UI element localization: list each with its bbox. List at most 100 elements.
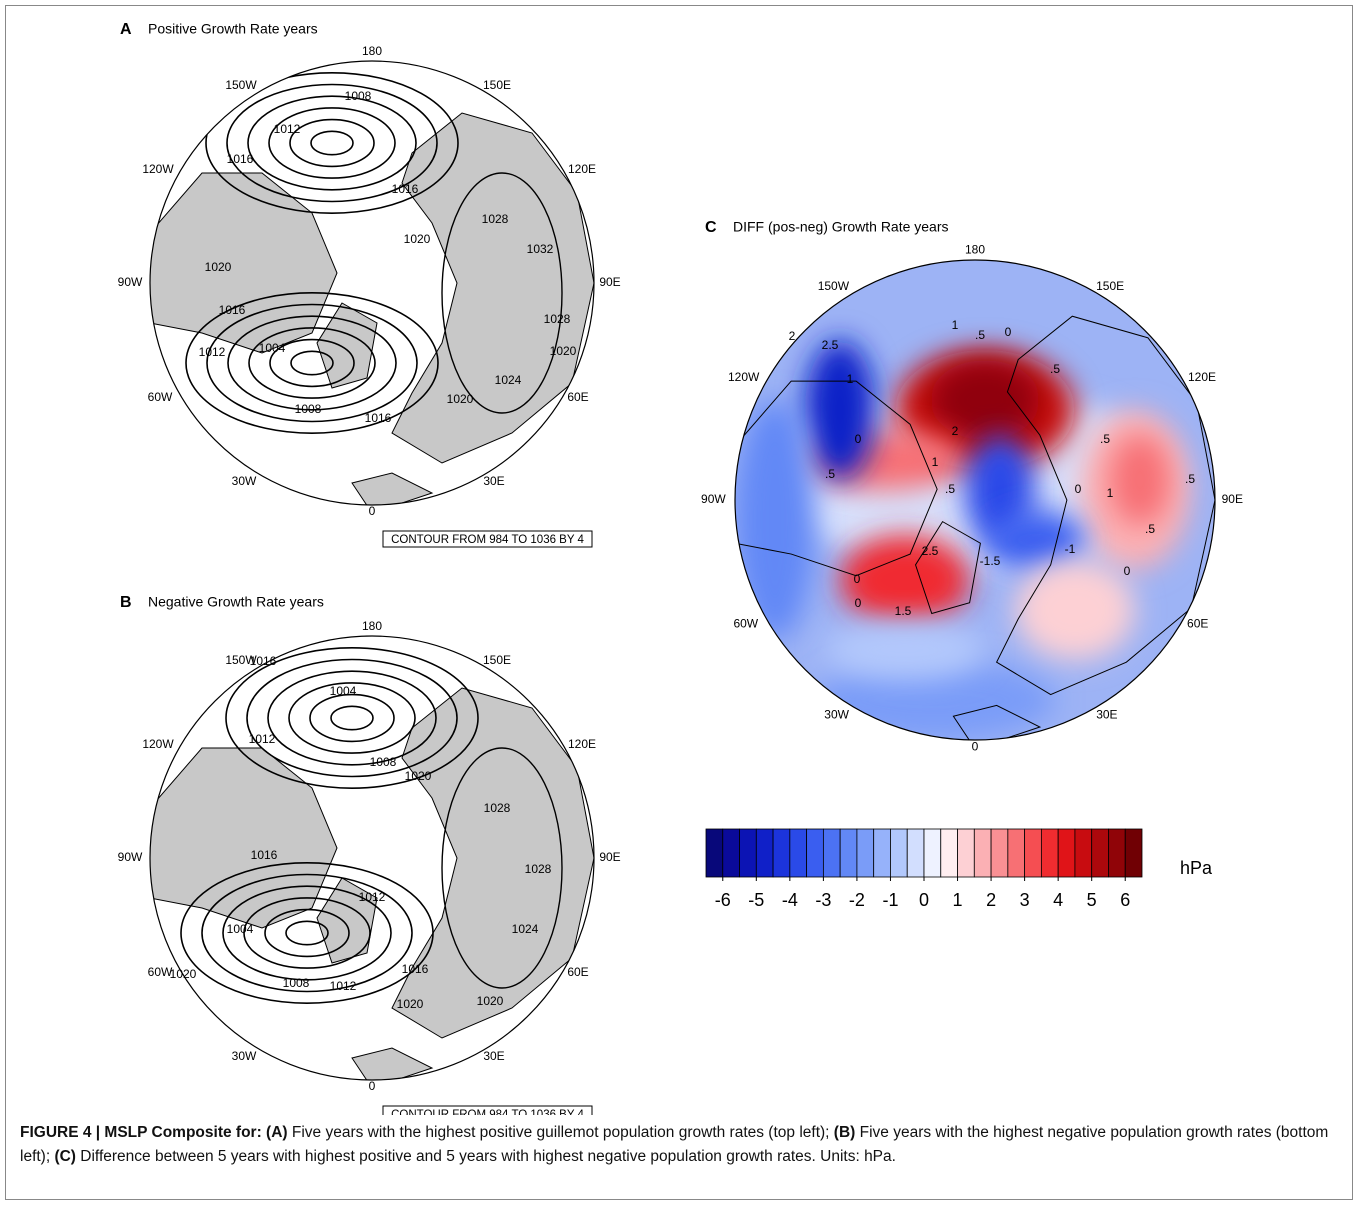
colorbar-swatch bbox=[840, 829, 857, 877]
panel-letter: C bbox=[705, 219, 717, 236]
colorbar-unit: hPa bbox=[1180, 858, 1213, 878]
field-blob bbox=[1015, 560, 1135, 660]
contour-label: .5 bbox=[1050, 362, 1060, 376]
colorbar-swatch bbox=[1041, 829, 1058, 877]
field-blob bbox=[735, 400, 815, 640]
longitude-label: 120W bbox=[728, 370, 760, 384]
contour-label: 1024 bbox=[512, 922, 539, 936]
contour-label: .5 bbox=[825, 467, 835, 481]
contour-label: 1016 bbox=[402, 962, 429, 976]
longitude-label: 0 bbox=[369, 1079, 376, 1093]
contour-label: 1016 bbox=[219, 303, 246, 317]
colorbar-swatch bbox=[1075, 829, 1092, 877]
longitude-label: 30E bbox=[483, 1049, 504, 1063]
caption-part: (A) bbox=[262, 1124, 288, 1141]
contour-label: 2 bbox=[952, 424, 959, 438]
contour-label: 1032 bbox=[527, 242, 554, 256]
contour-label: 0 bbox=[1005, 325, 1012, 339]
colorbar-tick-label: -2 bbox=[849, 890, 865, 910]
longitude-label: 150W bbox=[225, 78, 257, 92]
longitude-label: 0 bbox=[972, 740, 979, 754]
contour-label: 1028 bbox=[525, 862, 552, 876]
caption-part: (C) bbox=[54, 1148, 76, 1165]
contour-label: 1016 bbox=[392, 182, 419, 196]
caption-part: FIGURE 4 | MSLP Composite for: bbox=[20, 1124, 262, 1141]
colorbar-tick-label: 4 bbox=[1053, 890, 1063, 910]
contour-label: -1.5 bbox=[980, 554, 1001, 568]
contour-label: 1012 bbox=[359, 890, 386, 904]
contour-label: 2 bbox=[789, 329, 796, 343]
colorbar-swatch bbox=[1108, 829, 1125, 877]
contour-label: 1008 bbox=[295, 402, 322, 416]
contour-label: 0 bbox=[1075, 482, 1082, 496]
longitude-label: 90W bbox=[118, 275, 143, 289]
longitude-label: 30E bbox=[1096, 707, 1117, 721]
contour-label: 1012 bbox=[249, 732, 276, 746]
contour-label: 1020 bbox=[205, 260, 232, 274]
colorbar-swatch bbox=[1058, 829, 1075, 877]
contour-label: 1016 bbox=[227, 152, 254, 166]
colorbar-swatch bbox=[1092, 829, 1109, 877]
colorbar-swatch bbox=[857, 829, 874, 877]
longitude-label: 90E bbox=[599, 850, 620, 864]
longitude-label: 90E bbox=[1222, 492, 1243, 506]
contour-label: -1 bbox=[1065, 542, 1076, 556]
contour-label: 1008 bbox=[283, 976, 310, 990]
colorbar-swatch bbox=[924, 829, 941, 877]
longitude-label: 150E bbox=[1096, 279, 1124, 293]
contour-label: .5 bbox=[1145, 522, 1155, 536]
panel-title: DIFF (pos-neg) Growth Rate years bbox=[733, 219, 949, 235]
colorbar-tick-label: -3 bbox=[815, 890, 831, 910]
longitude-label: 120E bbox=[568, 162, 596, 176]
colorbar-swatch bbox=[773, 829, 790, 877]
contour-label: 2.5 bbox=[922, 544, 939, 558]
colorbar-tick-label: 1 bbox=[953, 890, 963, 910]
contour-label: 1008 bbox=[370, 755, 397, 769]
longitude-label: 150E bbox=[483, 78, 511, 92]
contour-label: 1020 bbox=[170, 967, 197, 981]
contour-label: .5 bbox=[945, 482, 955, 496]
panel-title: Positive Growth Rate years bbox=[148, 21, 318, 37]
contour-label: 1028 bbox=[484, 801, 511, 815]
longitude-label: 60W bbox=[733, 616, 758, 630]
contour-label: 1016 bbox=[251, 848, 278, 862]
longitude-label: 90W bbox=[118, 850, 143, 864]
contour-label: .5 bbox=[975, 328, 985, 342]
longitude-label: 30E bbox=[483, 474, 504, 488]
panel-letter: A bbox=[120, 21, 132, 38]
colorbar-swatch bbox=[807, 829, 824, 877]
longitude-label: 120E bbox=[568, 737, 596, 751]
caption-part: Five years with the highest positive gui… bbox=[288, 1124, 834, 1141]
page: APositive Growth Rate years1008101210161… bbox=[0, 0, 1360, 1207]
longitude-label: 150W bbox=[818, 279, 850, 293]
colorbar-swatch bbox=[1008, 829, 1025, 877]
colorbar-swatch bbox=[991, 829, 1008, 877]
contour-label: 1020 bbox=[477, 994, 504, 1008]
contour-label: .5 bbox=[1185, 472, 1195, 486]
longitude-label: 60W bbox=[148, 965, 173, 979]
colorbar-swatch bbox=[723, 829, 740, 877]
footer-text: CONTOUR FROM 984 TO 1036 BY 4 bbox=[391, 1109, 584, 1115]
longitude-label: 120W bbox=[142, 737, 174, 751]
panel-title: Negative Growth Rate years bbox=[148, 594, 324, 610]
colorbar-swatch bbox=[790, 829, 807, 877]
colorbar-tick-label: 3 bbox=[1020, 890, 1030, 910]
contour-label: 0 bbox=[854, 572, 861, 586]
map bbox=[150, 61, 594, 513]
colorbar-swatch bbox=[1025, 829, 1042, 877]
contour-label: 1 bbox=[1107, 486, 1114, 500]
colorbar-swatch bbox=[823, 829, 840, 877]
longitude-label: 150W bbox=[225, 653, 257, 667]
contour-label: 1020 bbox=[404, 232, 431, 246]
longitude-label: 120E bbox=[1188, 370, 1216, 384]
contour-label: 1008 bbox=[345, 89, 372, 103]
colorbar-swatch bbox=[941, 829, 958, 877]
longitude-label: 30W bbox=[824, 707, 849, 721]
longitude-label: 180 bbox=[362, 619, 382, 633]
longitude-label: 120W bbox=[142, 162, 174, 176]
longitude-label: 150E bbox=[483, 653, 511, 667]
contour-label: 0 bbox=[1124, 564, 1131, 578]
colorbar-swatch bbox=[706, 829, 723, 877]
contour-label: 1020 bbox=[397, 997, 424, 1011]
colorbar-tick-label: 6 bbox=[1120, 890, 1130, 910]
